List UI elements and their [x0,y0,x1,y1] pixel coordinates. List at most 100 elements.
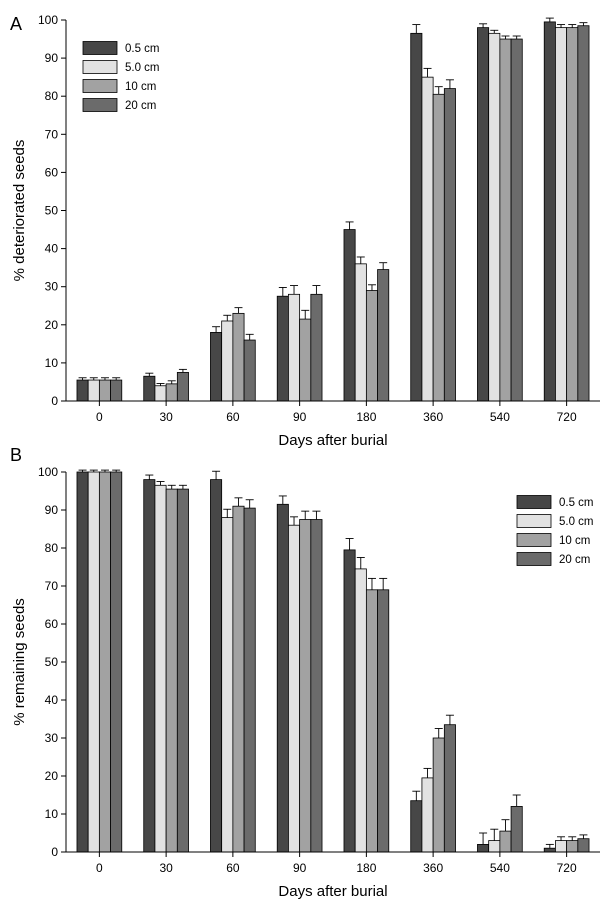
bar [577,25,590,402]
y-tick-label: 100 [38,465,58,479]
bar [210,332,223,402]
legend-swatch [82,60,118,74]
y-tick-label: 70 [45,579,59,593]
bar [555,840,568,853]
y-tick-label: 50 [45,204,59,218]
bar [377,589,390,853]
y-tick-label: 30 [45,280,59,294]
bar [499,830,512,853]
bar [354,263,367,402]
bar [154,484,167,853]
bar [143,479,156,853]
bar [276,503,289,853]
y-tick-label: 90 [45,503,59,517]
legend-swatch [516,533,552,547]
legend-label: 0.5 cm [559,497,594,509]
bar [543,847,556,853]
x-axis-title: Days after burial [278,883,387,900]
chart-panel-a: A 0 10 20 30 40 50 60 70 80 90 100 0 30 60 90 180 360 540 7… [10,13,600,449]
bar [76,471,89,853]
bar [276,295,289,402]
legend-swatch [516,514,552,528]
legend: 0.5 cm 5.0 cm 10 cm 20 cm [82,41,160,112]
panel-letter: A [10,14,22,34]
bar [299,519,312,853]
y-tick-label: 20 [45,769,59,783]
bar [288,293,301,402]
bar [566,27,579,402]
y-tick-label: 0 [51,394,58,408]
x-tick-label: 360 [423,410,443,424]
legend-swatch [82,79,118,93]
y-tick-label: 10 [45,807,59,821]
bar [87,471,100,853]
x-tick-label: 720 [557,410,577,424]
x-tick-label: 360 [423,861,443,875]
bar [210,479,223,853]
bar [98,471,111,853]
legend-label: 10 cm [559,535,590,547]
y-tick-label: 60 [45,617,59,631]
x-tick-label: 30 [159,410,173,424]
legend-label: 20 cm [559,554,590,566]
x-tick-label: 540 [490,861,510,875]
legend-label: 5.0 cm [559,516,594,528]
legend-label: 0.5 cm [125,43,160,55]
chart-panel-b: B 0 10 20 30 40 50 60 70 80 90 100 0 30 60 90 180 360 540 7… [10,445,600,900]
y-tick-label: 40 [45,693,59,707]
x-tick-label: 180 [356,861,376,875]
legend-swatch [516,495,552,509]
x-tick-label: 60 [226,861,240,875]
bar [76,379,89,402]
y-tick-label: 80 [45,541,59,555]
y-tick-label: 50 [45,655,59,669]
x-tick-label: 0 [96,861,103,875]
bar [221,517,234,853]
bar [510,806,523,853]
bar [543,21,556,402]
x-tick-label: 90 [293,861,307,875]
y-tick-label: 10 [45,356,59,370]
bar [510,38,523,402]
y-tick-label: 30 [45,731,59,745]
x-tick-label: 60 [226,410,240,424]
y-tick-label: 40 [45,242,59,256]
bar [221,320,234,402]
legend-swatch [82,98,118,112]
bar [566,840,579,853]
bar [443,88,456,402]
bar [299,318,312,402]
bar [443,724,456,853]
bar [555,27,568,402]
x-tick-label: 720 [557,861,577,875]
y-axis-title: % deteriorated seeds [11,140,28,282]
bar [421,76,434,402]
bar [377,269,390,402]
bar [154,385,167,402]
bar [176,488,189,853]
bar [365,589,378,853]
bar [110,471,123,853]
y-tick-label: 20 [45,318,59,332]
x-tick-label: 180 [356,410,376,424]
x-tick-label: 90 [293,410,307,424]
bar [143,375,156,402]
bar [243,507,256,853]
bar [288,524,301,853]
legend-swatch [82,41,118,55]
bar [365,290,378,402]
legend: 0.5 cm 5.0 cm 10 cm 20 cm [516,495,594,566]
y-tick-label: 100 [38,13,58,27]
bar [343,549,356,853]
bar [110,379,123,402]
legend-label: 20 cm [125,100,156,112]
bar [165,383,178,402]
bar [354,568,367,853]
bar [488,840,501,853]
bar [243,339,256,402]
bar [98,379,111,402]
legend-label: 5.0 cm [125,62,160,74]
bar [343,229,356,402]
y-tick-label: 70 [45,127,59,141]
